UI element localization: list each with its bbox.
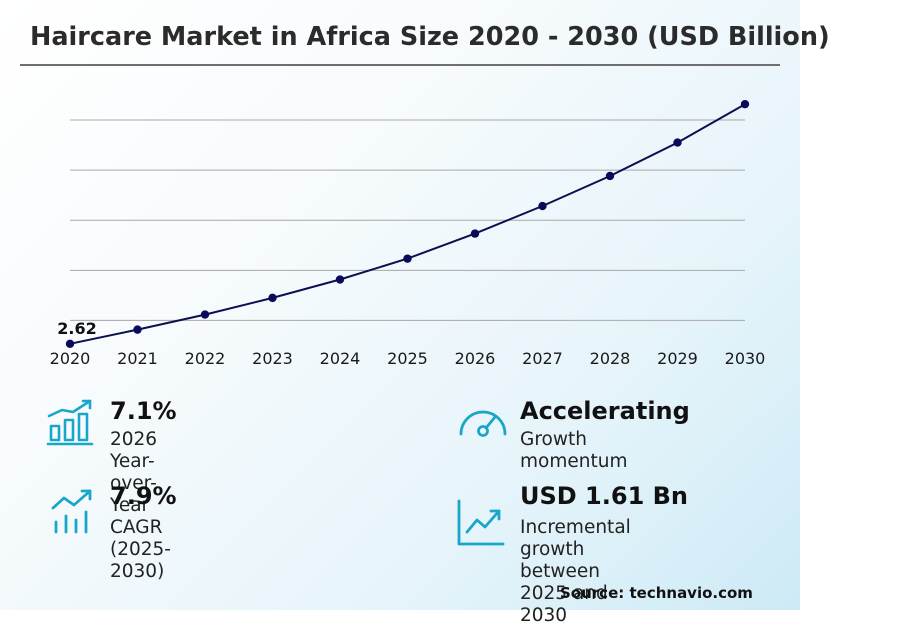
x-tick-label: 2027	[522, 349, 563, 368]
x-tick-label: 2030	[725, 349, 766, 368]
kpi-momentum-value: Accelerating	[520, 397, 690, 425]
line-trend-icon	[457, 499, 505, 546]
x-tick-label: 2029	[657, 349, 698, 368]
kpi-yoy-value: 7.1%	[110, 397, 177, 425]
data-point-2021	[133, 325, 142, 334]
x-tick-label: 2022	[185, 349, 226, 368]
kpi-yoy-label: 2026 Year-over-Year	[110, 429, 158, 516]
x-tick-label: 2023	[252, 349, 293, 368]
chart-title: Haircare Market in Africa Size 2020 - 20…	[30, 22, 830, 52]
kpi-incremental-value: USD 1.61 Bn	[520, 482, 688, 510]
data-point-2029	[673, 138, 682, 147]
series-line	[69, 103, 746, 345]
data-point-2023	[268, 293, 277, 303]
x-tick-label: 2025	[387, 349, 428, 368]
data-point-2028	[605, 171, 615, 181]
kpi-cagr-label: CAGR (2025-2030)	[110, 517, 171, 582]
kpi-incremental-label: Incremental growth between 2025 and 2030	[520, 517, 631, 626]
speedometer-icon	[459, 410, 507, 437]
x-tick-label: 2020	[50, 349, 91, 368]
x-tick-label: 2024	[320, 349, 361, 368]
bar-trend-icon	[51, 489, 92, 534]
data-point-2020	[65, 339, 75, 349]
bar-growth-icon	[46, 399, 94, 446]
kpi-cagr-value: 7.9%	[110, 482, 177, 510]
x-tick-label: 2028	[590, 349, 631, 368]
data-point-2024	[335, 275, 345, 284]
data-point-2025	[403, 254, 412, 263]
data-label: 2.62	[57, 319, 96, 338]
background-panel	[0, 0, 800, 610]
data-point-2030	[740, 99, 750, 109]
data-point-2027	[538, 201, 547, 211]
title-divider	[20, 64, 780, 66]
x-tick-label: 2026	[455, 349, 496, 368]
data-point-2026	[470, 229, 480, 238]
line-chart: 2020 2021 2022 2023 2024 2025 2026 2027 2028 2029…	[50, 99, 766, 368]
kpi-momentum-label: Growth momentum	[520, 429, 628, 472]
x-tick-label: 2021	[117, 349, 158, 368]
source-note: Source: technavio.com	[560, 584, 753, 602]
data-point-2022	[200, 310, 210, 319]
